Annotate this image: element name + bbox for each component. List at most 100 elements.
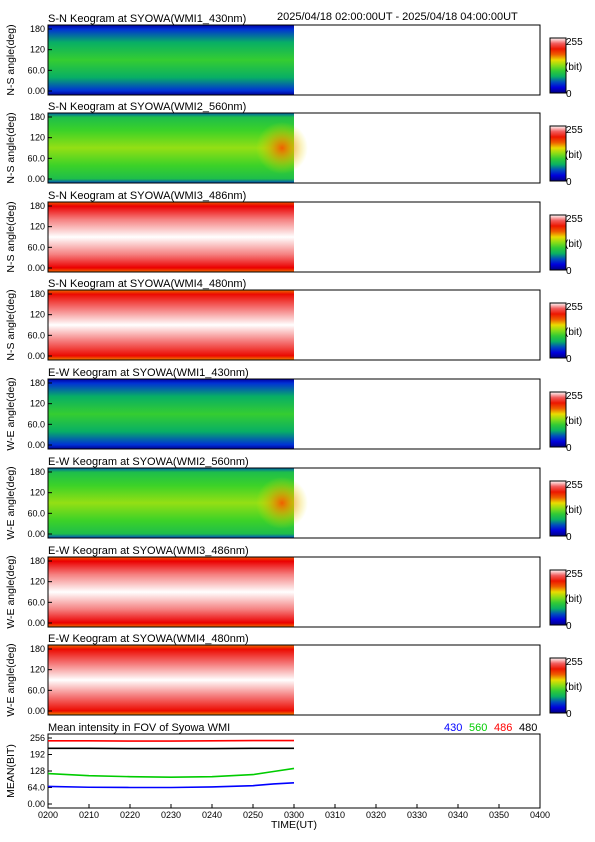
colorbar-unit-label: (bit): [565, 682, 582, 693]
panel-frame: [47, 467, 541, 539]
y-tick-label: 120: [30, 133, 45, 143]
x-tick-label: 0250: [243, 810, 263, 820]
y-tick-label: 0.00: [27, 799, 45, 809]
keogram-panels: S-N Keogram at SYOWA(WMI1_430nm) 180 120 60…: [5, 13, 583, 720]
panel-title: E-W Keogram at SYOWA(WMI4_480nm): [48, 633, 249, 645]
bright-region: [256, 477, 308, 529]
y-tick-label: 120: [30, 45, 45, 55]
bright-region: [256, 122, 308, 174]
colorbar-max-label: 255: [566, 125, 583, 136]
panel-frame: [47, 556, 541, 628]
colorbar-unit-label: (bit): [565, 594, 582, 605]
colorbar-min-label: 0: [566, 443, 572, 454]
keogram-data: [48, 557, 294, 627]
y-tick-label: 0.00: [27, 618, 45, 628]
keogram-data: [48, 645, 294, 715]
keogram-data: [48, 202, 294, 272]
panel-title: S-N Keogram at SYOWA(WMI4_480nm): [48, 278, 246, 290]
y-tick-label: 120: [30, 665, 45, 675]
keogram-panel: S-N Keogram at SYOWA(WMI4_480nm)180 120 60…: [5, 278, 583, 365]
colorbar-max-label: 255: [566, 480, 583, 491]
y-axis-label: MEAN(BIT): [5, 744, 17, 798]
y-axis-label: N-S angle(deg): [5, 24, 17, 95]
legend-560: 560: [469, 722, 487, 734]
keogram-panel: E-W Keogram at SYOWA(WMI2_560nm)180 120 60…: [5, 456, 583, 543]
panel-frame: [47, 112, 541, 184]
y-axis-label: W-E angle(deg): [5, 466, 17, 539]
y-tick-label: 60.0: [27, 508, 45, 518]
series-line-430: [47, 782, 295, 789]
keogram-data: [48, 468, 294, 538]
y-tick-label: 180: [30, 378, 45, 388]
keogram-data: [48, 113, 294, 183]
x-tick-label: 0230: [161, 810, 181, 820]
panel-title: S-N Keogram at SYOWA(WMI2_560nm): [48, 101, 246, 113]
colorbar: [549, 37, 567, 94]
legend-486: 486: [494, 722, 512, 734]
colorbar-min-label: 0: [566, 621, 572, 632]
y-tick-label: 256: [30, 733, 45, 743]
y-tick-label: 0.00: [27, 174, 45, 184]
colorbar-unit-label: (bit): [565, 505, 582, 516]
y-tick-label: 0.00: [27, 351, 45, 361]
y-tick-label: 180: [30, 112, 45, 122]
keogram-panel: S-N Keogram at SYOWA(WMI3_486nm)180 120 60…: [5, 190, 583, 277]
keogram-data: [48, 379, 294, 449]
colorbar: [549, 125, 567, 182]
colorbar-max-label: 255: [566, 302, 583, 313]
keogram-panel: E-W Keogram at SYOWA(WMI1_430nm)180 120 60…: [5, 367, 583, 454]
y-tick-label: 128: [30, 766, 45, 776]
line-chart-title: Mean intensity in FOV of Syowa WMI: [48, 722, 230, 734]
colorbar-unit-label: (bit): [565, 327, 582, 338]
panel-title: E-W Keogram at SYOWA(WMI2_560nm): [48, 456, 249, 468]
keogram-panel: S-N Keogram at SYOWA(WMI2_560nm)180 120 60…: [5, 101, 583, 188]
keogram-data: [48, 290, 294, 360]
panel-title: S-N Keogram at SYOWA(WMI1_430nm): [48, 13, 246, 25]
y-tick-label: 60.0: [27, 419, 45, 429]
panel-title: S-N Keogram at SYOWA(WMI3_486nm): [48, 190, 246, 202]
y-tick-label: 0.00: [27, 86, 45, 96]
y-tick-label: 180: [30, 289, 45, 299]
date-range: 2025/04/18 02:00:00UT - 2025/04/18 04:00…: [277, 11, 518, 23]
y-tick-label: 120: [30, 577, 45, 587]
panel-title: E-W Keogram at SYOWA(WMI3_486nm): [48, 545, 249, 557]
colorbar-max-label: 255: [566, 37, 583, 48]
y-tick-label: 0.00: [27, 529, 45, 539]
colorbar-min-label: 0: [566, 89, 572, 100]
y-tick-label: 120: [30, 310, 45, 320]
y-tick-label: 180: [30, 644, 45, 654]
series-line-560: [47, 767, 295, 778]
colorbar-min-label: 0: [566, 532, 572, 543]
colorbar-max-label: 255: [566, 391, 583, 402]
colorbar-unit-label: (bit): [565, 150, 582, 161]
y-axis-label: W-E angle(deg): [5, 643, 17, 716]
x-tick-label: 0220: [120, 810, 140, 820]
x-tick-label: 0200: [38, 810, 58, 820]
colorbar: [549, 391, 567, 448]
y-axis-label: N-S angle(deg): [5, 289, 17, 360]
panel-frame: [47, 24, 541, 96]
y-tick-label: 180: [30, 467, 45, 477]
colorbar-min-label: 0: [566, 354, 572, 365]
colorbar-max-label: 255: [566, 569, 583, 580]
keogram-data: [48, 25, 294, 95]
y-tick-label: 0.00: [27, 263, 45, 273]
colorbar: [549, 657, 567, 714]
x-tick-label: 0320: [366, 810, 386, 820]
panel-frame: [47, 201, 541, 273]
panel-title: E-W Keogram at SYOWA(WMI1_430nm): [48, 367, 249, 379]
y-tick-label: 60.0: [27, 685, 45, 695]
y-tick-label: 60.0: [27, 153, 45, 163]
y-axis-label: N-S angle(deg): [5, 112, 17, 183]
y-tick-label: 120: [30, 222, 45, 232]
y-tick-label: 120: [30, 488, 45, 498]
panel-frame: [47, 644, 541, 716]
colorbar-min-label: 0: [566, 709, 572, 720]
keogram-panel: S-N Keogram at SYOWA(WMI1_430nm)180 120 60…: [5, 13, 583, 100]
colorbar-min-label: 0: [566, 177, 572, 188]
y-tick-label: 60.0: [27, 65, 45, 75]
y-tick-label: 192: [30, 750, 45, 760]
x-tick-label: 0300: [284, 810, 304, 820]
